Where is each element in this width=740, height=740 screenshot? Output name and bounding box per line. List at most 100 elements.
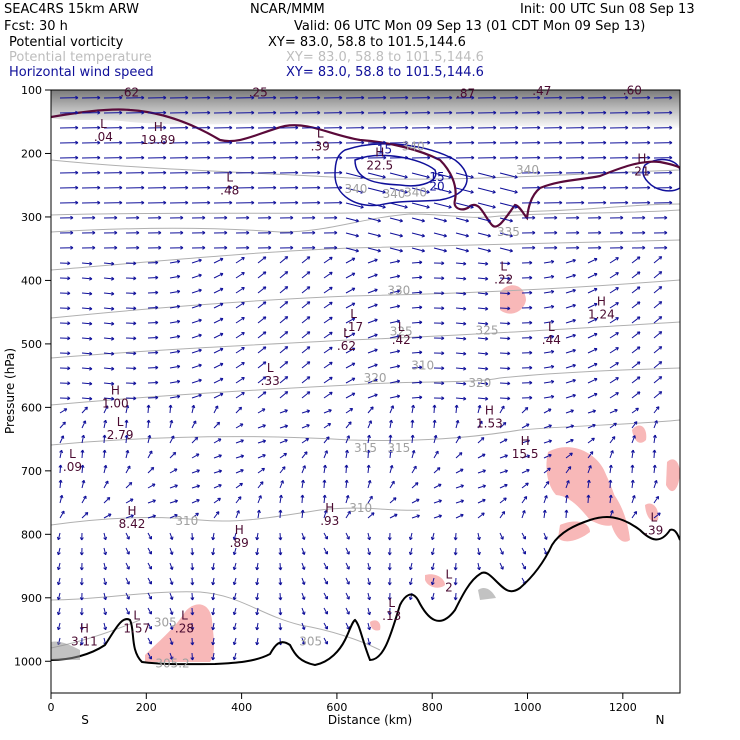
wind-arrowhead <box>195 512 199 517</box>
wind-arrowhead <box>180 230 184 235</box>
wind-arrow <box>233 637 237 645</box>
wind-arrowhead <box>219 347 224 352</box>
wind-arrowhead <box>349 408 354 412</box>
theta-label: 305 <box>299 634 322 648</box>
wind-arrowhead <box>396 289 401 294</box>
wind-arrow <box>301 509 304 519</box>
wind-arrowhead <box>163 110 167 115</box>
wind-arrow <box>345 232 359 237</box>
wind-arrow <box>521 510 526 519</box>
wind-arrow <box>125 419 128 429</box>
wind-arrowhead <box>114 215 118 220</box>
wind-arrowhead <box>246 215 250 220</box>
extremum-kind: H <box>80 621 89 635</box>
wind-arrow <box>147 307 159 309</box>
wind-arrowhead <box>239 482 243 487</box>
wind-arrowhead <box>664 215 668 220</box>
wind-arrowhead <box>515 140 519 145</box>
wind-arrow <box>323 607 328 615</box>
wind-arrowhead <box>410 434 415 438</box>
wind-arrowhead <box>408 596 413 601</box>
wind-arrow <box>59 479 62 489</box>
wind-arrow <box>125 498 134 504</box>
wind-arrowhead <box>278 597 283 601</box>
wind-arrowhead <box>169 596 174 600</box>
wind-arrowhead <box>232 656 237 661</box>
wind-arrowhead <box>636 316 641 320</box>
wind-arrow <box>609 495 612 504</box>
wind-arrow <box>455 172 474 178</box>
extremum-value: .39 <box>311 139 330 153</box>
wind-arrowhead <box>224 215 228 220</box>
extremum-value: .17 <box>344 320 363 334</box>
wind-arrow <box>81 352 93 355</box>
wind-arrowhead <box>295 110 299 115</box>
wind-arrow <box>213 438 222 444</box>
wind-arrowhead <box>463 306 467 311</box>
wind-arrowhead <box>367 536 372 541</box>
wind-arrowhead <box>155 350 159 355</box>
wind-arrowhead <box>251 95 255 100</box>
wind-arrowhead <box>559 185 563 190</box>
wind-arrowhead <box>169 536 174 540</box>
x-tick-label: 200 <box>136 701 157 714</box>
wind-arrowhead <box>522 566 527 570</box>
wind-arrowhead <box>216 421 221 426</box>
wind-arrow <box>433 247 447 252</box>
wind-arrow <box>499 352 511 355</box>
wind-arrowhead <box>361 110 365 115</box>
wind-arrowhead <box>79 597 84 601</box>
wind-arrowhead <box>306 361 311 365</box>
wind-arrowhead <box>355 233 359 238</box>
wind-arrow <box>345 547 350 555</box>
wind-arrow <box>81 512 89 519</box>
wind-arrowhead <box>367 581 372 586</box>
wind-arrow <box>301 438 309 444</box>
wind-arrow <box>279 452 287 459</box>
wind-arrow <box>389 449 392 459</box>
wind-arrowhead <box>185 140 189 145</box>
wind-arrowhead <box>507 381 511 386</box>
wind-arrow <box>169 435 175 444</box>
wind-arrow <box>587 451 594 459</box>
wind-arrow <box>169 652 173 660</box>
wind-arrow <box>301 577 305 585</box>
wind-arrowhead <box>509 233 513 238</box>
wind-arrowhead <box>492 189 496 194</box>
wind-arrowhead <box>75 185 79 190</box>
wind-arrowhead <box>56 611 61 616</box>
wind-arrowhead <box>576 245 580 250</box>
wind-arrowhead <box>284 409 288 413</box>
x-tick-label: 600 <box>326 701 347 714</box>
wind-arrowhead <box>306 256 311 260</box>
wind-arrow <box>454 592 457 601</box>
wind-arrowhead <box>652 434 657 439</box>
wind-arrowhead <box>438 499 442 504</box>
wind-arrow <box>169 484 178 489</box>
wind-arrowhead <box>669 140 673 145</box>
wind-arrow <box>301 622 305 630</box>
wind-arrowhead <box>239 423 244 427</box>
wind-arrow <box>389 290 400 294</box>
extremum-kind: L <box>133 609 140 623</box>
wind-arrow <box>499 292 511 295</box>
wind-arrowhead <box>655 406 660 410</box>
wind-arrow <box>81 262 93 265</box>
wind-arrowhead <box>339 140 343 145</box>
wind-arrow <box>587 424 596 429</box>
wind-arrowhead <box>262 331 267 335</box>
wind-arrowhead <box>430 551 435 556</box>
wind-arrowhead <box>351 302 356 307</box>
wind-arrow <box>653 391 662 399</box>
wind-arrowhead <box>567 466 572 470</box>
wind-arrowhead <box>211 536 216 541</box>
wind-arrow <box>499 438 508 444</box>
wind-arrowhead <box>148 450 153 454</box>
wind-arrowhead <box>361 125 365 130</box>
wind-arrow <box>411 306 423 309</box>
wind-arrowhead <box>229 95 233 100</box>
wind-arrowhead <box>217 497 221 502</box>
wind-arrowhead <box>367 626 372 631</box>
wind-arrowhead <box>290 215 294 220</box>
wind-arrow <box>543 305 554 309</box>
